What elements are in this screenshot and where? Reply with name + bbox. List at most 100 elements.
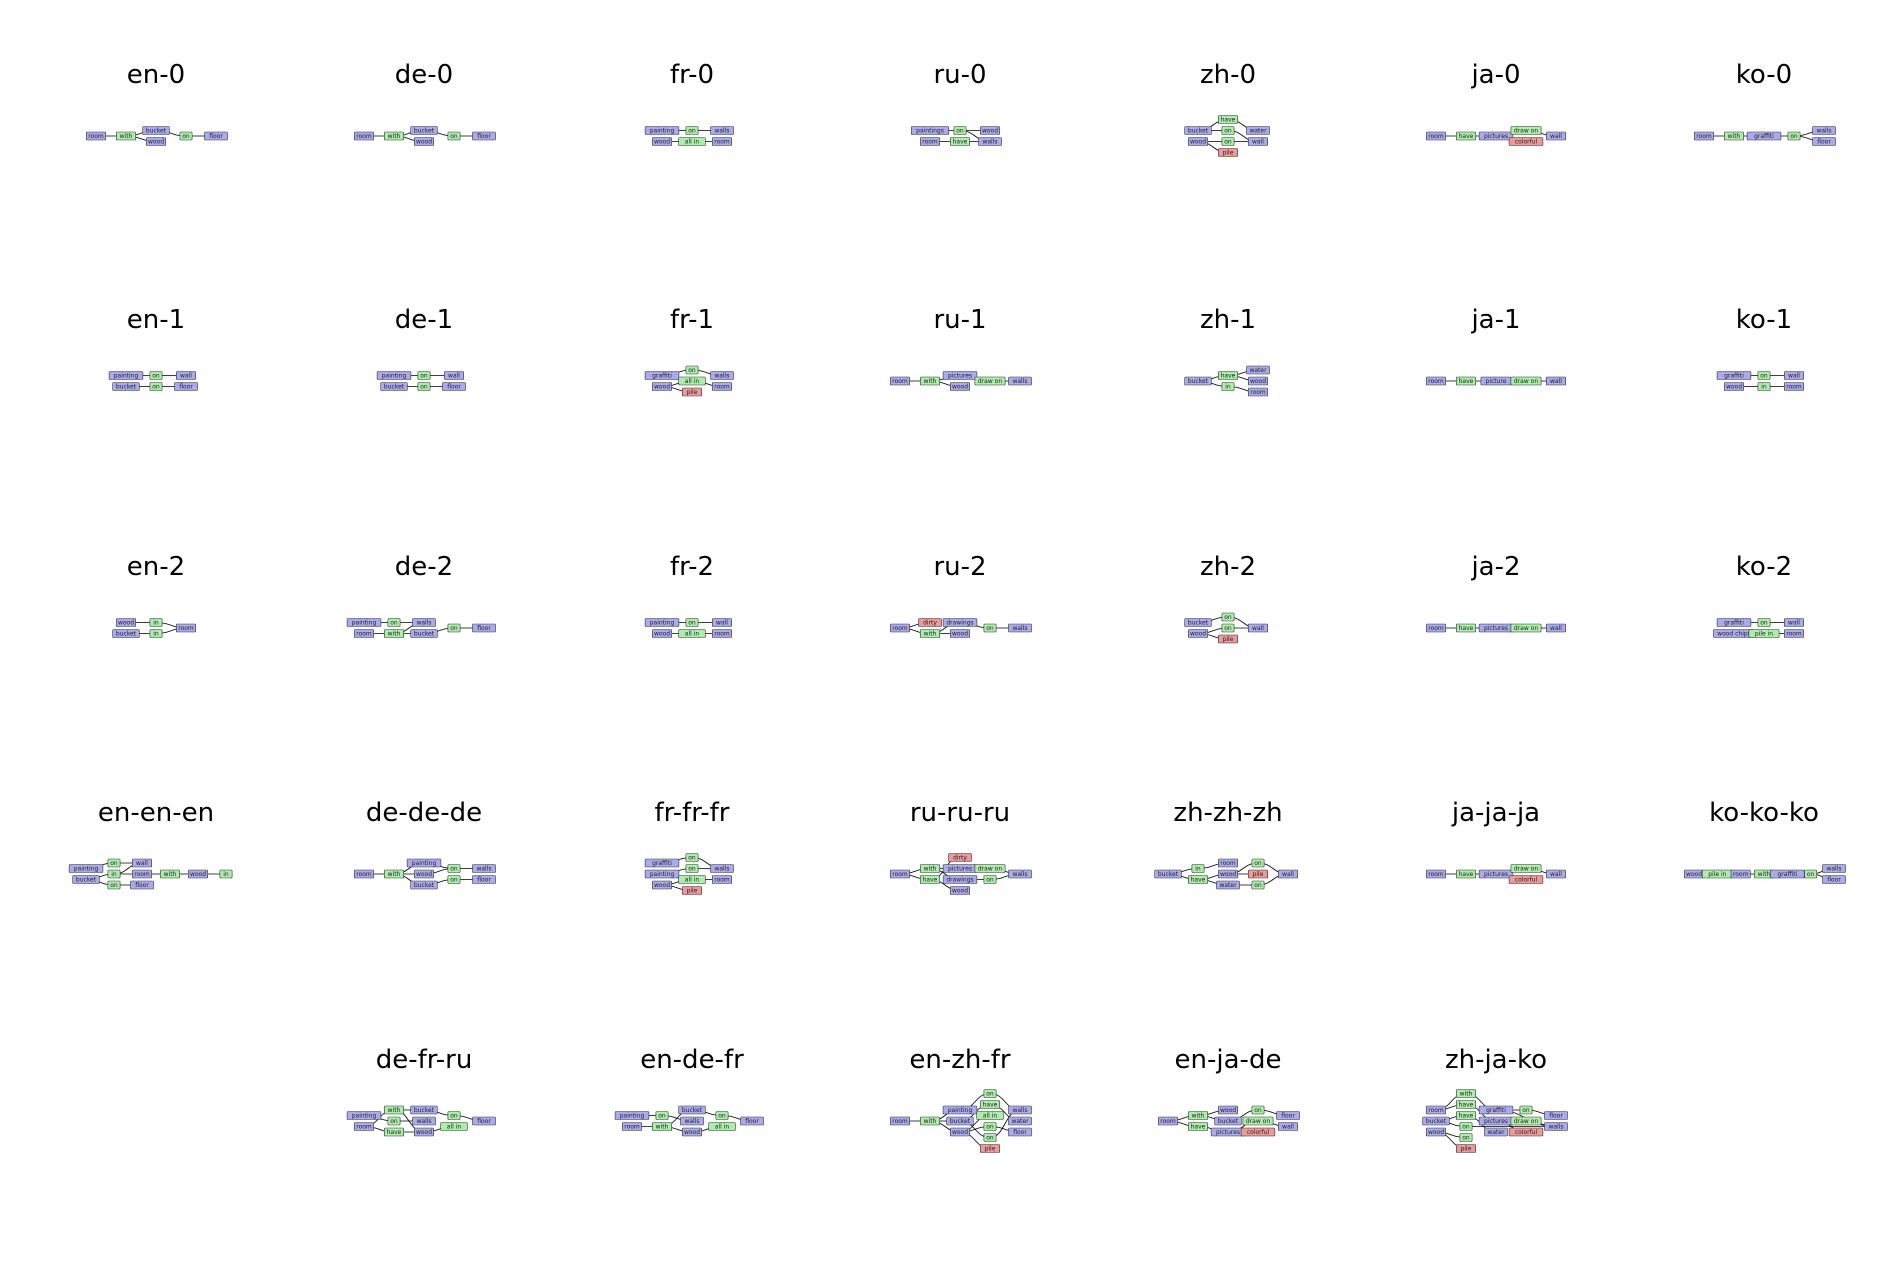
node-label: on [718, 1113, 726, 1120]
graph-title: de-fr-ru [375, 1045, 473, 1075]
node-box [712, 382, 733, 391]
graph-node: room [889, 869, 910, 879]
node-label: painting [948, 1107, 973, 1114]
node-box [1456, 376, 1477, 386]
graph-node: with [1188, 1111, 1209, 1120]
node-box [889, 623, 910, 633]
node-box [72, 875, 100, 884]
node-label: bucket [1426, 1118, 1447, 1125]
node-box [920, 137, 941, 146]
node-box [384, 629, 405, 638]
graph-node: room [176, 623, 197, 633]
node-box [442, 382, 466, 391]
node-box [652, 1122, 673, 1131]
node-box [85, 131, 106, 141]
node-label: wood [1250, 378, 1266, 385]
node-label: painting [650, 871, 675, 878]
node-label: pictures [948, 373, 972, 380]
node-label: on [658, 1113, 666, 1120]
node-box [682, 1127, 703, 1137]
node-label: in [153, 631, 159, 638]
graph-node: have [980, 1100, 1001, 1109]
graph-node: on [1804, 869, 1818, 879]
graph-node: room [353, 869, 374, 879]
node-label: pile [1461, 1146, 1472, 1153]
node-label: on [986, 625, 994, 632]
graph-node: wall [176, 371, 197, 380]
node-label: room [1428, 625, 1444, 632]
node-label: all in [685, 378, 700, 385]
graph-title: en-ja-de [1174, 1045, 1282, 1075]
node-box [920, 864, 941, 873]
node-box [974, 376, 1006, 386]
node-label: water [1487, 1129, 1505, 1136]
node-box [1544, 1122, 1568, 1131]
graph-node: room [1218, 858, 1239, 868]
node-label: room [1428, 871, 1444, 878]
node-box [1784, 629, 1805, 638]
graph-node: drawings [942, 875, 978, 884]
graph-node: floor [472, 623, 496, 633]
graph-node: on [179, 131, 193, 141]
graph-node: with [384, 1105, 405, 1115]
node-label: wood [416, 871, 432, 878]
graph-node: wood [1218, 869, 1239, 879]
node-label: room [356, 631, 372, 638]
node-label: pictures [1484, 625, 1508, 632]
graph-node: in [149, 629, 163, 638]
graph-node: on [983, 1089, 997, 1098]
node-label: room [1428, 1107, 1444, 1114]
node-label: picture [1486, 378, 1507, 385]
node-box [107, 858, 121, 868]
node-box [685, 864, 699, 873]
node-box [1248, 387, 1269, 397]
graph-node: wall [1248, 137, 1269, 146]
node-label: on [152, 384, 160, 391]
node-label: wood [416, 1129, 432, 1136]
graph-node: all in [678, 875, 706, 884]
node-box [1456, 1100, 1477, 1109]
node-box [715, 1111, 729, 1120]
graph-node: pictures [1478, 869, 1514, 879]
graph-node: on [417, 371, 431, 380]
graph-node: have [1456, 623, 1477, 633]
node-box [174, 382, 198, 391]
graph-node: water [1008, 1116, 1032, 1126]
node-box [1546, 869, 1567, 879]
graph-node: room [1425, 131, 1446, 141]
graph-node: in [107, 869, 121, 879]
node-label: on [110, 882, 118, 889]
node-box [685, 126, 699, 135]
node-box [1478, 869, 1514, 879]
graph-panel-de-1: de-1 painting bucket on on wall floor [304, 305, 544, 505]
node-label: on [182, 133, 190, 140]
graph-node: wood [188, 869, 209, 879]
graph-panel-ko-1: ko-1 graffiti wood on in wall room [1644, 305, 1884, 505]
node-box [149, 618, 163, 627]
node-box [918, 618, 942, 627]
node-box [472, 875, 496, 884]
graph-node: water [1246, 126, 1270, 135]
graph-node: on [149, 371, 163, 380]
graph-node: bucket [142, 126, 170, 135]
node-box [1218, 1105, 1239, 1115]
graph-node: on [387, 618, 401, 627]
graph-node: on [387, 1116, 401, 1126]
graph-node: bucket [1184, 126, 1212, 135]
node-label: pictures [948, 866, 972, 873]
node-label: wood [952, 384, 968, 391]
node-box [410, 1105, 438, 1115]
graph-node: room [1425, 623, 1446, 633]
node-box [1154, 869, 1182, 879]
node-box [1188, 137, 1209, 146]
node-label: on [688, 855, 696, 862]
graph-node: wood [682, 1127, 703, 1137]
graph-node: on [685, 864, 699, 873]
node-box [1459, 1122, 1473, 1131]
node-label: graffiti [1724, 373, 1744, 380]
node-box [1425, 376, 1446, 386]
node-box [149, 382, 163, 391]
graph-node: walls [1008, 869, 1032, 879]
node-box [1278, 1122, 1299, 1131]
node-label: on [420, 384, 428, 391]
